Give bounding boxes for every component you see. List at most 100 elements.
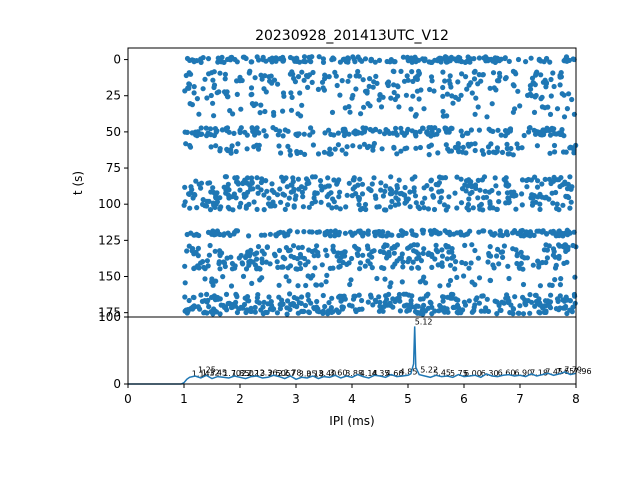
peak-label: 1.70	[223, 369, 241, 378]
peak-label: 6.30	[481, 369, 499, 378]
scatter-point	[299, 69, 305, 75]
scatter-point	[219, 127, 225, 133]
scatter-point	[188, 71, 194, 77]
scatter-point	[287, 306, 293, 313]
scatter-point	[231, 231, 237, 237]
peak-label: 3.18	[306, 370, 324, 379]
scatter-point	[195, 263, 201, 269]
scatter-point	[556, 207, 562, 213]
scatter-point	[314, 282, 320, 288]
scatter-point	[556, 242, 562, 248]
scatter-point	[318, 282, 324, 288]
scatter-point	[325, 183, 331, 189]
scatter-point	[539, 259, 546, 266]
scatter-point	[396, 104, 402, 110]
scatter-point	[476, 55, 482, 61]
scatter-point	[242, 129, 248, 135]
scatter-point	[539, 181, 545, 187]
scatter-point	[368, 187, 374, 194]
scatter-point	[492, 175, 498, 181]
peak-label: 4.85	[400, 368, 418, 377]
scatter-point	[392, 96, 398, 103]
scatter-point	[499, 149, 506, 155]
scatter-point	[198, 59, 204, 65]
scatter-point	[380, 94, 386, 100]
scatter-point	[436, 308, 442, 314]
scatter-point	[404, 54, 411, 60]
scatter-point	[546, 303, 552, 309]
scatter-point	[285, 128, 291, 134]
peak-label: 2.67	[278, 369, 296, 378]
scatter-point	[240, 273, 247, 279]
scatter-point	[355, 54, 361, 60]
scatter-point	[238, 252, 244, 259]
scatter-point	[207, 207, 214, 213]
scatter-point	[489, 101, 495, 107]
scatter-point	[449, 93, 455, 99]
scatter-point	[553, 262, 559, 268]
scatter-point	[567, 205, 573, 211]
scatter-point	[263, 89, 269, 95]
scatter-point	[285, 202, 291, 208]
scatter-point	[255, 244, 262, 250]
scatter-point	[257, 277, 263, 283]
scatter-point	[505, 263, 511, 269]
scatter-point	[428, 178, 434, 184]
scatter-point	[374, 80, 380, 86]
scatter-point	[458, 176, 464, 182]
scatter-point	[487, 85, 493, 91]
scatter-point	[562, 179, 568, 185]
scatter-point	[269, 181, 275, 187]
scatter-point	[535, 258, 541, 264]
scatter-point	[337, 293, 343, 299]
scatter-point	[561, 260, 567, 266]
scatter-point	[487, 244, 493, 250]
scatter-point	[421, 185, 427, 191]
scatter-point	[519, 202, 525, 208]
scatter-point	[510, 306, 517, 312]
scatter-point	[553, 189, 559, 196]
scatter-point	[369, 254, 375, 260]
scatter-point	[439, 247, 445, 253]
scatter-point	[389, 198, 395, 204]
scatter-point	[405, 259, 411, 265]
scatter-point	[186, 297, 192, 304]
scatter-point	[469, 242, 475, 248]
scatter-point	[301, 131, 307, 137]
scatter-point	[259, 76, 265, 82]
scatter-point	[240, 180, 246, 186]
scatter-point	[421, 205, 427, 211]
scatter-point	[351, 56, 357, 62]
scatter-point	[412, 309, 419, 315]
scatter-point	[527, 233, 533, 239]
scatter-point	[342, 296, 348, 302]
scatter-point	[336, 194, 342, 200]
scatter-point	[287, 54, 294, 61]
scatter-point	[231, 191, 237, 197]
scatter-point	[551, 249, 557, 255]
scatter-point	[377, 299, 383, 305]
scatter-point	[495, 246, 501, 252]
scatter-point	[318, 183, 324, 189]
scatter-point	[400, 259, 406, 265]
scatter-point	[217, 251, 223, 258]
scatter-point	[524, 184, 530, 190]
scatter-point	[469, 279, 475, 285]
peak-label: 5.75	[450, 369, 468, 378]
scatter-point	[204, 258, 210, 264]
scatter-point	[334, 82, 340, 89]
scatter-point	[485, 56, 491, 62]
scatter-point	[418, 258, 424, 264]
scatter-point	[466, 196, 472, 202]
scatter-point	[493, 87, 499, 93]
scatter-point	[373, 195, 379, 201]
scatter-point	[186, 191, 192, 197]
y-tick-label: 25	[106, 89, 121, 103]
scatter-point	[200, 201, 206, 207]
scatter-point	[523, 229, 529, 235]
scatter-point	[195, 245, 201, 251]
scatter-point	[204, 203, 210, 209]
scatter-point	[248, 59, 254, 65]
scatter-point	[291, 75, 297, 81]
scatter-point	[533, 72, 539, 78]
